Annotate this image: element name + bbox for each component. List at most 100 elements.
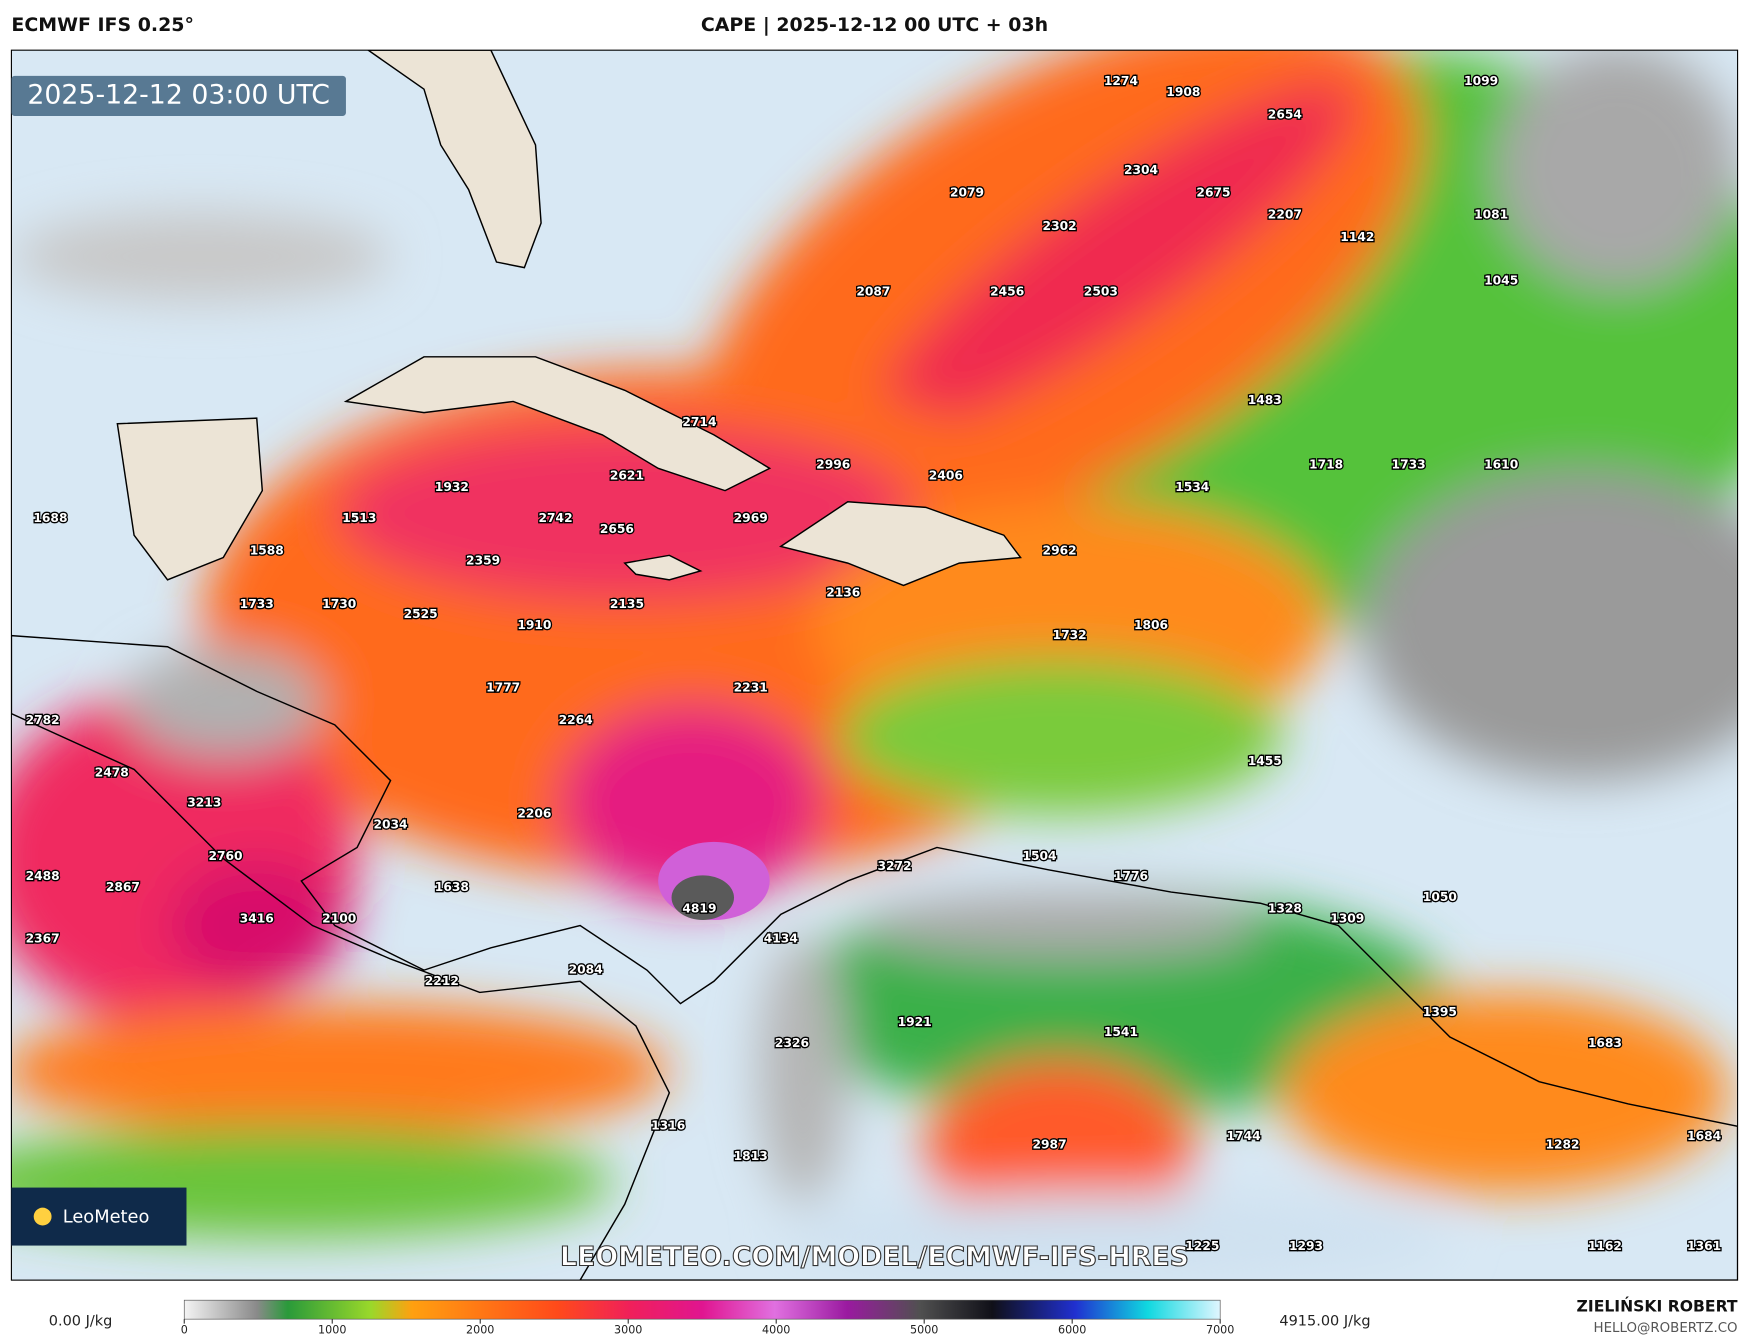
cape-label: 1718: [1309, 457, 1343, 471]
cape-label: 2207: [1268, 208, 1302, 222]
cape-label: 1683: [1588, 1036, 1622, 1050]
cape-label: 1910: [517, 618, 551, 632]
cape-label: 2621: [610, 469, 644, 483]
cape-label: 2100: [322, 911, 356, 925]
cape-label: 2503: [1084, 285, 1118, 299]
cape-label: 1932: [435, 480, 469, 494]
cape-label: 4134: [764, 931, 798, 945]
cape-label: 2996: [816, 457, 850, 471]
cape-label: 2714: [682, 415, 716, 429]
cape-label: 2742: [539, 511, 573, 525]
cape-label: 1293: [1289, 1239, 1323, 1253]
cape-label: 2987: [1033, 1138, 1067, 1152]
cape-label: 1813: [734, 1149, 768, 1163]
cape-label: 2136: [826, 586, 860, 600]
cape-label: 2525: [404, 607, 438, 621]
cape-label: 1806: [1134, 618, 1168, 632]
colorbar-tick-label: 2000: [466, 1324, 494, 1337]
model-name: ECMWF IFS 0.25°: [11, 14, 194, 36]
cape-label: 2034: [373, 818, 407, 832]
cape-label: 2084: [569, 963, 603, 977]
cape-label: 1504: [1022, 849, 1056, 863]
cape-label: 1050: [1423, 890, 1457, 904]
cape-label: 1316: [651, 1119, 685, 1133]
cape-label: 2367: [26, 931, 60, 945]
map: [11, 50, 1738, 1281]
cape-label: 1733: [240, 597, 274, 611]
cape-label: 2359: [466, 553, 500, 567]
cape-labels: 1274 1908 1099 2654 2304 2079 2675 2302 2207 1081…: [24, 73, 1722, 1255]
cape-label: 1908: [1166, 85, 1200, 99]
cape-label: 1777: [486, 681, 520, 695]
cape-label: 1162: [1588, 1239, 1622, 1253]
colorbar-tick-label: 5000: [910, 1324, 938, 1337]
colorbar-max: 4915.00 J/kg: [1279, 1313, 1370, 1329]
cape-label: 2478: [95, 765, 129, 779]
cape-label: 2087: [856, 285, 890, 299]
cape-label: 2302: [1043, 219, 1077, 233]
cape-label: 1921: [898, 1015, 932, 1029]
cape-label: 2231: [734, 681, 768, 695]
cape-label: 1733: [1392, 457, 1426, 471]
cape-label: 3272: [878, 859, 912, 873]
cape-label: 1309: [1330, 911, 1364, 925]
cape-label: 1638: [435, 880, 469, 894]
cape-label: 1541: [1104, 1025, 1138, 1039]
colorbar-tick-label: 7000: [1206, 1324, 1234, 1337]
colorbar-tick-label: 1000: [318, 1324, 346, 1337]
cape-label: 1361: [1687, 1239, 1721, 1253]
cape-label: 2969: [734, 511, 768, 525]
cape-label: 2488: [26, 869, 60, 883]
cape-label: 3416: [240, 911, 274, 925]
cape-label: 1732: [1053, 628, 1087, 642]
cape-label: 1534: [1175, 480, 1209, 494]
coastlines: [11, 50, 1738, 1281]
logo: LeoMeteo: [63, 1207, 150, 1228]
cape-label: 1099: [1464, 74, 1498, 88]
timestamp-box: [11, 75, 346, 116]
map-frame: [10, 49, 1739, 1281]
cape-label: 1045: [1484, 274, 1518, 288]
cape-label: 2675: [1196, 185, 1230, 199]
colorbar-tick-label: 0: [181, 1324, 188, 1337]
cape-label: 2962: [1043, 543, 1077, 557]
colorbar: [183, 1299, 1221, 1320]
colorbar-tick-label: 4000: [762, 1324, 790, 1337]
watermark: LEOMETEO.COM/MODEL/ECMWF-IFS-HRES: [560, 1241, 1189, 1272]
cape-label: 1513: [342, 511, 376, 525]
cape-label: 1588: [250, 543, 284, 557]
cape-label: 1142: [1340, 230, 1374, 244]
cape-label: 2206: [517, 807, 551, 821]
colorbar-tick-label: 3000: [614, 1324, 642, 1337]
cape-label: 1455: [1248, 754, 1282, 768]
cape-label: 4819: [682, 901, 716, 915]
cape-label: 2782: [26, 713, 60, 727]
cape-label: 2654: [1268, 107, 1302, 121]
cape-label: 1483: [1248, 393, 1282, 407]
cape-label: 1225: [1185, 1239, 1219, 1253]
cape-label: 1274: [1104, 74, 1138, 88]
cape-label: 2406: [929, 469, 963, 483]
cape-label: 2656: [600, 522, 634, 536]
cape-label: 1328: [1268, 901, 1302, 915]
cape-label: 1684: [1687, 1129, 1721, 1143]
colorbar-min: 0.00 J/kg: [49, 1313, 113, 1329]
cape-label: 2079: [950, 185, 984, 199]
cape-label: 1744: [1227, 1129, 1261, 1143]
cape-label: 2326: [775, 1036, 809, 1050]
cape-label: 2135: [610, 597, 644, 611]
cape-label: 2867: [106, 880, 140, 894]
cape-label: 3213: [187, 795, 221, 809]
cape-label: 2456: [990, 285, 1024, 299]
author: ZIELIŃSKI ROBERT: [1577, 1296, 1738, 1315]
colorbar-tick-label: 6000: [1058, 1324, 1086, 1337]
cape-label: 1610: [1484, 457, 1518, 471]
cape-label: 1282: [1545, 1138, 1579, 1152]
email: HELLO@ROBERTZ.CO: [1594, 1321, 1738, 1336]
map-title: CAPE | 2025-12-12 00 UTC + 03h: [701, 14, 1048, 36]
cape-label: 1776: [1114, 869, 1148, 883]
cape-label: 2304: [1124, 163, 1158, 177]
timestamp: 2025-12-12 03:00 UTC: [27, 79, 330, 110]
